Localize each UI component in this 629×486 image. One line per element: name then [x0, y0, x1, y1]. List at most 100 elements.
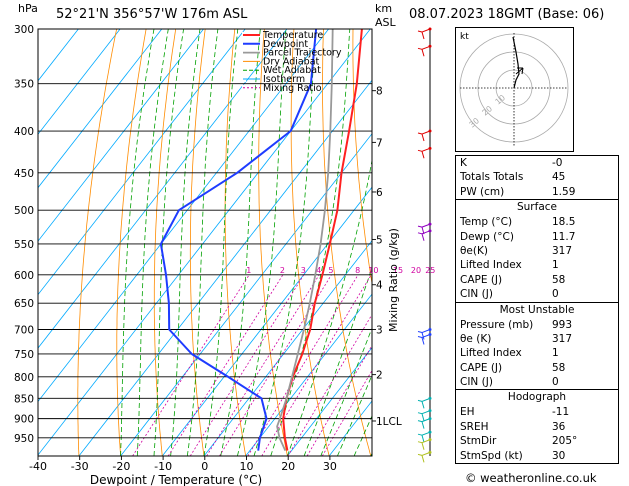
indices-table: K -0 Totals Totals 45 PW (cm) 1.59 Surface … [455, 155, 619, 465]
hodo-label: StmSpd (kt) [460, 449, 523, 462]
mu-row: θe (K) 317 [456, 332, 618, 346]
wind-barb-icon [417, 149, 423, 152]
pressure-tick-label: 450 [14, 168, 34, 180]
index-row: K -0 [456, 156, 618, 170]
wind-barb-icon [417, 132, 423, 135]
mixing-ratio-label: 20 [411, 266, 421, 275]
surface-value: 1 [552, 259, 559, 272]
wind-barb-icon [421, 451, 431, 463]
wind-barb-icon [421, 397, 431, 409]
plot-frame [37, 28, 373, 457]
surface-value: 0 [552, 288, 559, 301]
isotherm-line [38, 29, 246, 296]
hodograph-trace [512, 36, 520, 89]
hodo-row: StmSpd (kt) 30 [456, 449, 618, 463]
dry-adiabat-line [619, 29, 629, 456]
pressure-tick-label: 850 [14, 393, 34, 405]
isotherm-line [38, 29, 79, 82]
km-tick-label: 4 [376, 280, 383, 292]
temperature-tick-label: 30 [323, 460, 337, 473]
temperature-tick-label: -30 [71, 460, 89, 473]
surface-label: CIN (J) [460, 288, 493, 301]
dry-adiabat-line [189, 29, 206, 456]
hodo-row: EH -11 [456, 405, 618, 419]
surface-label: CAPE (J) [460, 273, 503, 286]
surface-row: Temp (°C) 18.5 [456, 215, 618, 229]
pressure-tick-label: 900 [14, 414, 34, 426]
surface-label: θe(K) [460, 244, 488, 257]
mu-label: CAPE (J) [460, 361, 503, 374]
hodo-row: StmDir 205° [456, 434, 618, 448]
parcel-trajectory-line [276, 29, 334, 451]
mu-row: Pressure (mb) 993 [456, 318, 618, 332]
isotherm-line [38, 29, 204, 242]
legend-item: Temperature [262, 30, 323, 41]
mixing-ratio-line [321, 369, 372, 456]
hodograph-ring-label: 10 [494, 93, 508, 106]
isotherm-line [245, 293, 372, 456]
mu-value: 993 [552, 318, 573, 331]
isotherm-line [120, 133, 372, 456]
wind-barb-icon [417, 232, 423, 235]
surface-row: CAPE (J) 58 [456, 273, 618, 287]
wind-barb-icon [421, 418, 431, 429]
index-label: PW (cm) [460, 185, 505, 198]
mu-value: 0 [552, 376, 559, 389]
wet-adiabat-line [120, 29, 155, 456]
location-title: 52°21'N 356°57'W 176m ASL [56, 7, 248, 22]
wind-barb-icon [417, 412, 423, 415]
pressure-tick-label: 950 [14, 433, 34, 445]
profile-series [159, 29, 363, 451]
mu-label: Lifted Index [460, 347, 522, 360]
legend-item: Isotherm [263, 74, 305, 85]
hodo-value: 30 [552, 449, 566, 462]
mu-label: θe (K) [460, 332, 492, 345]
index-value: -0 [552, 157, 563, 169]
legend-item: Mixing Ratio [263, 83, 322, 94]
km-label: km [375, 2, 393, 15]
hodograph-kt-label: kt [460, 32, 469, 42]
wet-adiabat-line [303, 266, 372, 456]
hodograph-chart: kt 10 20 30 [459, 32, 569, 146]
mixing-ratio-label: 15 [393, 266, 403, 275]
mu-row: Lifted Index 1 [456, 346, 618, 360]
mixing-ratio-label: 4 [316, 266, 321, 275]
pressure-tick-label: 800 [14, 372, 34, 384]
legend-item: Dewpoint [263, 39, 308, 50]
pressure-tick-label: 750 [14, 349, 34, 361]
isotherm-line [38, 29, 371, 456]
wind-barb-icon [421, 147, 431, 159]
temperature-tick-label: 10 [240, 460, 254, 473]
isotherm-line [203, 239, 372, 456]
mixing-ratio-line [189, 274, 305, 456]
legend-item: Dry Adiabat [263, 56, 320, 67]
mu-label: Pressure (mb) [460, 318, 534, 331]
index-value: 45 [552, 171, 566, 184]
temperature-line [282, 29, 363, 451]
wind-barb-column [417, 27, 432, 463]
wind-barb-icon [417, 441, 423, 444]
temperature-tick-label: 20 [281, 460, 295, 473]
wind-barb-icon [417, 225, 423, 228]
pressure-tick-label: 650 [14, 298, 34, 310]
pressure-tick-label: 400 [14, 126, 34, 138]
mu-value: 58 [552, 361, 566, 374]
mixing-ratio-line [287, 313, 372, 456]
wind-barb-icon [417, 399, 423, 402]
dry-adiabat-line [352, 29, 372, 286]
dry-adiabat-line [77, 29, 117, 456]
mixing-ratio-label: 8 [355, 266, 360, 275]
temperature-tick-label: -40 [29, 460, 47, 473]
storm-motion-arrow-icon [515, 67, 524, 75]
wind-barb-icon [417, 420, 423, 423]
isotherm-line [38, 29, 121, 135]
surface-row: CIN (J) 0 [456, 287, 618, 301]
legend-item: Parcel Trajectory [263, 48, 342, 59]
legend-item: Wet Adiabat [263, 65, 321, 76]
wind-barb-icon [417, 47, 423, 50]
hpa-label: hPa [18, 2, 38, 15]
dry-adiabat-line [224, 29, 247, 456]
isotherm-line [38, 29, 163, 189]
